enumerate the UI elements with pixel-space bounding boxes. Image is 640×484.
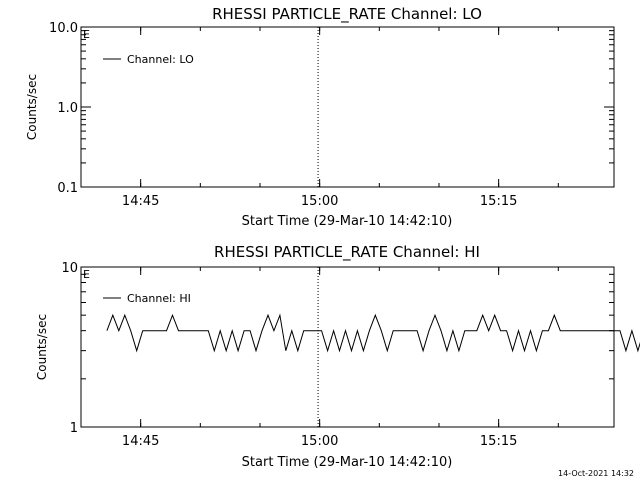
y-tick-label-lo: 10.0 xyxy=(49,21,78,36)
panel-hi: RHESSI PARTICLE_RATE Channel: HI Start T… xyxy=(35,243,640,470)
footer-timestamp: 14-Oct-2021 14:32 xyxy=(558,469,634,478)
panel-lo: RHESSI PARTICLE_RATE Channel: LO Start T… xyxy=(25,5,640,229)
event-marker-hi: E xyxy=(83,268,90,281)
y-tick-label-lo: 0.1 xyxy=(57,181,78,196)
legend-label-hi: Channel: HI xyxy=(127,292,191,305)
y-axis-label-lo: Counts/sec xyxy=(25,74,39,140)
y-tick-label-hi: 1 xyxy=(70,421,78,436)
series-line-hi xyxy=(107,315,640,351)
x-tick-label-lo: 14:45 xyxy=(122,194,159,209)
x-axis-label-hi: Start Time (29-Mar-10 14:42:10) xyxy=(242,455,453,470)
x-tick-label-lo: 15:15 xyxy=(480,194,517,209)
y-tick-label-hi: 10 xyxy=(61,261,78,276)
y-tick-label-lo: 1.0 xyxy=(57,101,78,116)
event-markers-lo: EE xyxy=(83,28,640,41)
y-axis-label-hi: Counts/sec xyxy=(35,314,49,380)
x-tick-label-hi: 14:45 xyxy=(122,434,159,449)
plot-frame-hi xyxy=(81,267,614,427)
legend-label-lo: Channel: LO xyxy=(127,53,194,66)
x-axis-label-lo: Start Time (29-Mar-10 14:42:10) xyxy=(242,214,453,229)
x-tick-label-lo: 15:00 xyxy=(301,194,338,209)
x-tick-label-hi: 15:15 xyxy=(480,434,517,449)
chart-title-hi: RHESSI PARTICLE_RATE Channel: HI xyxy=(214,243,480,262)
event-markers-hi: EE xyxy=(83,268,640,281)
plot-frame-lo xyxy=(81,27,614,187)
chart-title-lo: RHESSI PARTICLE_RATE Channel: LO xyxy=(212,5,482,24)
event-marker-lo: E xyxy=(83,28,90,41)
ticks-lo: 14:4515:0015:1515:3015:4516:0016:150.11.… xyxy=(49,21,640,209)
x-tick-label-hi: 15:00 xyxy=(301,434,338,449)
